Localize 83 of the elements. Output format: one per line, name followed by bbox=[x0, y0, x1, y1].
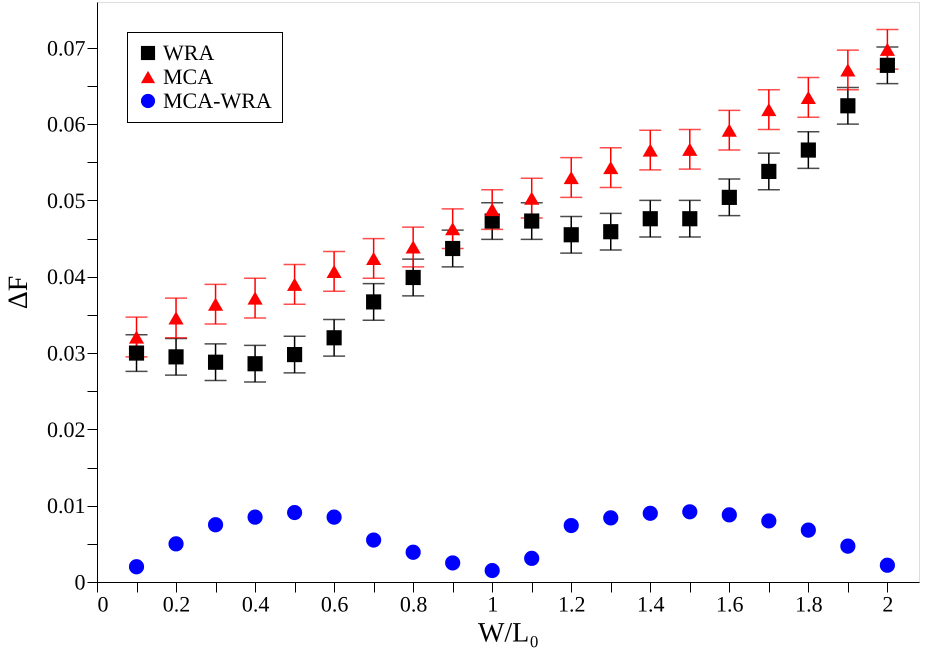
x-axis-title: W/L₀ bbox=[478, 618, 540, 648]
point bbox=[840, 98, 856, 114]
point bbox=[524, 550, 540, 566]
x-tick-label: 0 bbox=[98, 592, 108, 616]
point bbox=[722, 190, 737, 205]
x-tick-label: 0.4 bbox=[242, 592, 270, 616]
point bbox=[564, 170, 579, 184]
y-tick-label: 0.03 bbox=[47, 340, 86, 366]
x-tick-label: 1.4 bbox=[637, 592, 665, 616]
point bbox=[406, 240, 421, 254]
x-tick-label: 2 bbox=[882, 592, 894, 616]
x-tick-label: 0.6 bbox=[320, 592, 348, 616]
point bbox=[682, 504, 698, 520]
point bbox=[247, 510, 263, 525]
point bbox=[287, 504, 302, 520]
point bbox=[128, 330, 144, 344]
point bbox=[722, 507, 737, 522]
point bbox=[406, 270, 421, 286]
point bbox=[366, 252, 382, 265]
point bbox=[168, 536, 184, 552]
point bbox=[287, 278, 302, 291]
point bbox=[642, 143, 658, 157]
point bbox=[168, 349, 184, 364]
point bbox=[642, 211, 658, 226]
point bbox=[761, 513, 776, 529]
point bbox=[642, 506, 658, 521]
point bbox=[603, 224, 618, 240]
point bbox=[168, 311, 184, 325]
point bbox=[564, 227, 579, 242]
legend-label: WRA bbox=[163, 40, 214, 65]
point bbox=[247, 356, 263, 372]
x-tick-label: 0.8 bbox=[400, 592, 428, 616]
point bbox=[524, 192, 540, 205]
point bbox=[484, 203, 500, 216]
point bbox=[880, 58, 895, 73]
x-tick-label: 1 bbox=[487, 592, 498, 616]
point bbox=[445, 222, 460, 236]
point bbox=[247, 292, 263, 305]
point bbox=[800, 522, 816, 538]
point bbox=[603, 161, 618, 174]
point bbox=[326, 510, 342, 525]
y-tick-label: 0.01 bbox=[47, 493, 86, 518]
y-tick-label: 0.04 bbox=[47, 264, 86, 290]
y-tick-label: 0.07 bbox=[47, 35, 86, 60]
point bbox=[406, 544, 421, 560]
legend-label: MCA bbox=[163, 64, 214, 89]
point bbox=[682, 142, 698, 156]
point bbox=[800, 142, 816, 158]
y-tick-label: 0.05 bbox=[47, 188, 86, 213]
y-tick-label: 0.02 bbox=[47, 416, 86, 442]
point bbox=[880, 558, 895, 573]
point bbox=[287, 346, 302, 362]
point bbox=[840, 63, 856, 76]
x-tick-label: 1.2 bbox=[558, 592, 586, 616]
point bbox=[603, 510, 618, 526]
point bbox=[128, 559, 144, 574]
point bbox=[484, 562, 500, 578]
point bbox=[366, 532, 382, 548]
point bbox=[326, 330, 342, 346]
point bbox=[761, 164, 776, 180]
point bbox=[366, 294, 382, 310]
point bbox=[208, 354, 224, 370]
point bbox=[208, 517, 224, 532]
y-tick-label: 0 bbox=[74, 570, 86, 594]
point bbox=[682, 211, 698, 226]
point bbox=[564, 518, 579, 534]
x-tick-label: 1.6 bbox=[716, 592, 744, 616]
legend-label: MCA-WRA bbox=[163, 88, 272, 113]
point bbox=[208, 298, 224, 311]
x-tick-label: 1.8 bbox=[795, 592, 823, 616]
y-tick-label: 0.06 bbox=[47, 112, 86, 137]
point bbox=[128, 345, 144, 361]
point bbox=[445, 240, 460, 256]
point bbox=[722, 124, 737, 137]
point bbox=[445, 555, 460, 570]
point bbox=[800, 90, 816, 104]
y-axis-title: ΔF bbox=[3, 276, 34, 310]
point bbox=[524, 213, 540, 229]
point bbox=[840, 538, 856, 554]
x-tick-label: 0.2 bbox=[162, 592, 190, 616]
point bbox=[880, 42, 895, 56]
point bbox=[761, 103, 776, 116]
point bbox=[326, 264, 342, 278]
